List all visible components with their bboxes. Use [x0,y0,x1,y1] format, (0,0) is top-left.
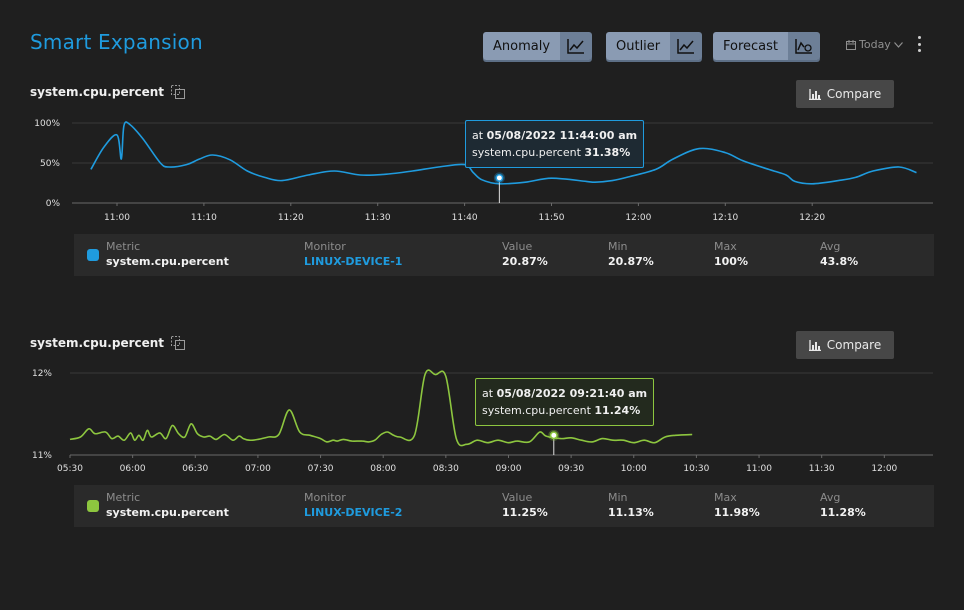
anomaly-label: Anomaly [483,32,561,60]
chart-cpu-device-2[interactable]: 12% 11% 05:30 06:00 06:30 07:00 07:30 08:00 08:3… [0,362,964,477]
chart-cpu-device-1[interactable]: 100% 50% 0% 11:00 11:10 11:20 11:30 11:40 11:50 1… [0,110,964,225]
series-color-swatch [87,500,99,512]
forecast-chart-icon [788,32,821,60]
x-tick-label: 09:30 [558,464,584,474]
x-tick-label: 10:30 [683,464,709,474]
line-chart-icon [670,32,703,60]
compare-label-1: Compare [826,87,882,101]
x-tick-label: 11:10 [191,213,217,223]
date-range-dropdown[interactable]: Today [846,38,903,51]
x-tick-label: 07:00 [245,464,271,474]
calendar-icon [846,39,856,50]
line-chart-icon [560,32,593,60]
x-tick-label: 11:20 [278,213,304,223]
panel-2-title: system.cpu.percent [30,335,186,351]
compare-button-2[interactable]: Compare [796,331,894,359]
anomaly-button[interactable]: Anomaly [483,32,593,60]
x-tick-label: 08:30 [433,464,459,474]
y-tick-label: 0% [46,199,61,209]
series-color-swatch [87,249,99,261]
x-tick-label: 08:00 [370,464,396,474]
x-tick-label: 06:30 [182,464,208,474]
copy-icon[interactable] [170,335,186,351]
copy-icon[interactable] [170,84,186,100]
page-title: Smart Expansion [30,30,203,54]
bar-chart-icon [808,339,821,351]
y-tick-label: 12% [32,369,52,379]
monitor-link[interactable]: LINUX-DEVICE-1 [304,255,403,268]
x-tick-label: 12:10 [712,213,738,223]
legend-row-1: Metric system.cpu.percent Monitor LINUX-DE… [74,234,934,276]
x-tick-label: 07:30 [308,464,334,474]
x-tick-label: 10:00 [621,464,647,474]
x-tick-label: 05:30 [57,464,83,474]
x-tick-label: 06:00 [120,464,146,474]
y-tick-label: 50% [40,159,60,169]
x-tick-label: 11:00 [104,213,130,223]
x-tick-label: 09:00 [496,464,522,474]
x-tick-label: 11:30 [365,213,391,223]
bar-chart-icon [808,88,821,100]
y-tick-label: 100% [34,119,60,129]
x-tick-label: 12:00 [871,464,897,474]
compare-label-2: Compare [826,338,882,352]
outlier-button[interactable]: Outlier [606,32,703,60]
panel-2-title-text: system.cpu.percent [30,336,165,350]
x-tick-label: 11:40 [452,213,478,223]
panel-1-title-text: system.cpu.percent [30,85,165,99]
series-line[interactable] [90,121,917,185]
chart-tooltip-1: at 05/08/2022 11:44:00 am system.cpu.per… [465,120,645,168]
compare-button-1[interactable]: Compare [796,80,894,108]
x-tick-label: 12:00 [625,213,651,223]
more-options-icon[interactable] [914,36,924,52]
x-tick-label: 12:20 [799,213,825,223]
chart-tooltip-2: at 05/08/2022 09:21:40 am system.cpu.per… [475,378,655,426]
highlight-point[interactable] [549,431,558,440]
x-tick-label: 11:00 [746,464,772,474]
x-tick-label: 11:30 [809,464,835,474]
chevron-down-icon [893,41,903,48]
monitor-link[interactable]: LINUX-DEVICE-2 [304,506,403,519]
forecast-label: Forecast [713,32,789,60]
highlight-point[interactable] [495,173,504,182]
panel-1-title: system.cpu.percent [30,84,186,100]
forecast-button[interactable]: Forecast [713,32,821,60]
x-tick-label: 11:50 [539,213,565,223]
legend-row-2: Metric system.cpu.percent Monitor LINUX-DE… [74,485,934,527]
date-range-label: Today [859,38,891,51]
y-tick-label: 11% [32,451,52,461]
outlier-label: Outlier [606,32,671,60]
